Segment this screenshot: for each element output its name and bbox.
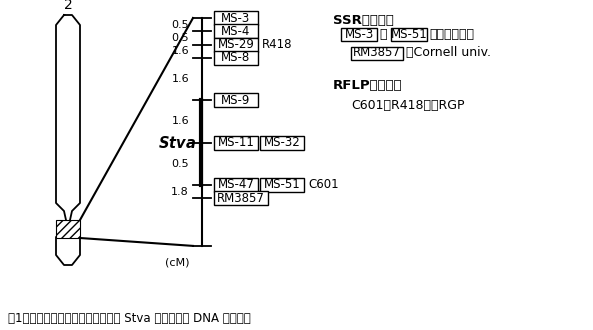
- Text: R418: R418: [262, 38, 292, 51]
- Text: ：近中四農研: ：近中四農研: [429, 27, 474, 41]
- Text: (cM): (cM): [164, 258, 189, 268]
- Text: 0.5: 0.5: [171, 19, 189, 30]
- Text: MS-29: MS-29: [218, 38, 254, 51]
- Text: MS-3: MS-3: [345, 27, 374, 41]
- FancyBboxPatch shape: [260, 136, 304, 149]
- Text: MS-51: MS-51: [264, 179, 301, 191]
- FancyBboxPatch shape: [341, 27, 377, 41]
- FancyBboxPatch shape: [391, 27, 427, 41]
- Text: RFLPマーカー: RFLPマーカー: [333, 79, 403, 92]
- Polygon shape: [56, 15, 80, 265]
- Text: ～: ～: [379, 27, 387, 41]
- Text: 図1．　イネ縞葉が病抗抗性遺伝子 Stva と連鎖する DNA マーカー: 図1． イネ縞葉が病抗抗性遺伝子 Stva と連鎖する DNA マーカー: [8, 312, 251, 325]
- Text: MS-4: MS-4: [221, 25, 251, 38]
- FancyBboxPatch shape: [214, 93, 258, 107]
- Text: RM3857: RM3857: [353, 47, 401, 59]
- FancyBboxPatch shape: [214, 11, 258, 25]
- Text: MS-3: MS-3: [221, 12, 251, 24]
- Text: 1.6: 1.6: [171, 116, 189, 126]
- Text: 0.5: 0.5: [171, 159, 189, 169]
- Text: MS-51: MS-51: [391, 27, 428, 41]
- Text: 1.6: 1.6: [171, 46, 189, 56]
- Text: ：Cornell univ.: ：Cornell univ.: [406, 47, 491, 59]
- Text: $\bfit{Stva}$: $\bfit{Stva}$: [158, 135, 196, 150]
- Text: 1.8: 1.8: [171, 186, 189, 197]
- Text: 1.6: 1.6: [171, 74, 189, 84]
- FancyBboxPatch shape: [214, 136, 258, 149]
- Text: MS-32: MS-32: [264, 136, 301, 149]
- Text: RM3857: RM3857: [217, 192, 265, 205]
- FancyBboxPatch shape: [260, 178, 304, 192]
- Text: SSRマーカー: SSRマーカー: [333, 14, 394, 27]
- Text: 0.5: 0.5: [171, 33, 189, 43]
- Text: MS-8: MS-8: [221, 51, 251, 64]
- Text: MS-9: MS-9: [221, 94, 251, 107]
- Bar: [56, 220, 80, 238]
- FancyBboxPatch shape: [214, 178, 258, 192]
- Text: C601: C601: [308, 179, 339, 191]
- FancyBboxPatch shape: [214, 51, 258, 65]
- FancyBboxPatch shape: [214, 38, 258, 51]
- FancyBboxPatch shape: [214, 191, 268, 205]
- Text: C601，R418　；RGP: C601，R418 ；RGP: [351, 99, 464, 112]
- FancyBboxPatch shape: [214, 24, 258, 38]
- Text: 2: 2: [63, 0, 72, 12]
- Text: MS-47: MS-47: [218, 179, 254, 191]
- FancyBboxPatch shape: [351, 47, 403, 59]
- Text: MS-11: MS-11: [218, 136, 254, 149]
